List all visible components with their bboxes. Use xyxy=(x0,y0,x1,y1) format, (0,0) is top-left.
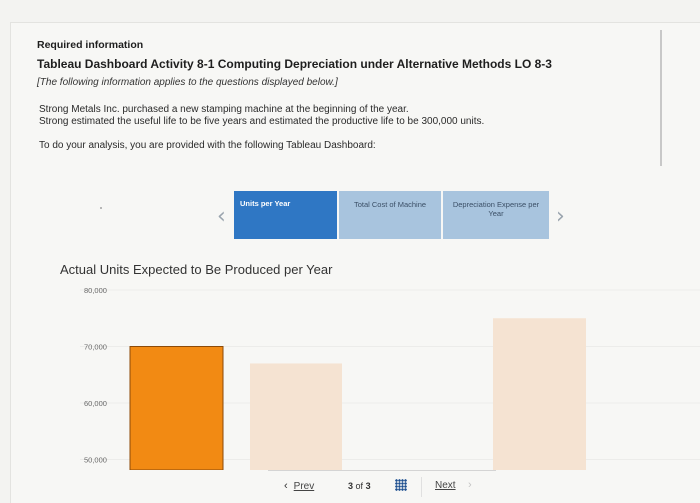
vertical-divider xyxy=(660,30,662,166)
info-note: [The following information applies to th… xyxy=(37,77,338,88)
prev-label: Prev xyxy=(293,481,315,492)
page-of: of xyxy=(355,481,364,491)
chart-bar[interactable] xyxy=(493,318,586,470)
chart-title: Actual Units Expected to Be Produced per… xyxy=(60,262,333,277)
tab-units-per-year[interactable]: Units per Year xyxy=(234,191,337,239)
page-total: 3 xyxy=(365,481,371,491)
page-indicator: 3 of 3 xyxy=(348,481,371,491)
page-current: 3 xyxy=(348,481,354,491)
chart-bar[interactable] xyxy=(129,346,224,471)
activity-title: Tableau Dashboard Activity 8-1 Computing… xyxy=(37,57,552,71)
prev-button[interactable]: ‹ Prev xyxy=(284,480,314,492)
question-navigation: ‹ Prev 3 of 3 Next › xyxy=(268,470,496,503)
decorative-dot xyxy=(100,207,102,209)
y-tick-label: 70,000 xyxy=(84,343,107,352)
statement-line-2: Strong estimated the useful life to be f… xyxy=(39,116,485,127)
next-button[interactable]: Next xyxy=(435,480,456,491)
nav-divider xyxy=(421,477,422,497)
tab-total-cost-of-machine[interactable]: Total Cost of Machine xyxy=(339,191,441,239)
chevron-left-icon[interactable]: ‹ xyxy=(217,204,226,229)
units-bar-chart: 80,000 70,000 60,000 50,000 xyxy=(80,286,700,471)
dashboard-tabs: Units per Year Total Cost of Machine Dep… xyxy=(234,191,551,239)
tab-depreciation-expense-per-year[interactable]: Depreciation Expense per Year xyxy=(443,191,549,239)
chart-bar[interactable] xyxy=(250,363,342,470)
y-tick-label: 60,000 xyxy=(84,399,107,408)
required-heading: Required information xyxy=(37,39,144,51)
analysis-instruction: To do your analysis, you are provided wi… xyxy=(39,140,376,151)
y-tick-label: 80,000 xyxy=(84,286,107,295)
y-tick-label: 50,000 xyxy=(84,456,107,465)
chevron-right-icon[interactable]: › xyxy=(556,204,565,229)
grid-icon[interactable] xyxy=(395,479,407,491)
chevron-right-small-icon: › xyxy=(468,479,472,491)
problem-statement: Strong Metals Inc. purchased a new stamp… xyxy=(39,104,484,128)
statement-line-1: Strong Metals Inc. purchased a new stamp… xyxy=(39,104,409,115)
chevron-left-small-icon: ‹ xyxy=(284,480,288,492)
